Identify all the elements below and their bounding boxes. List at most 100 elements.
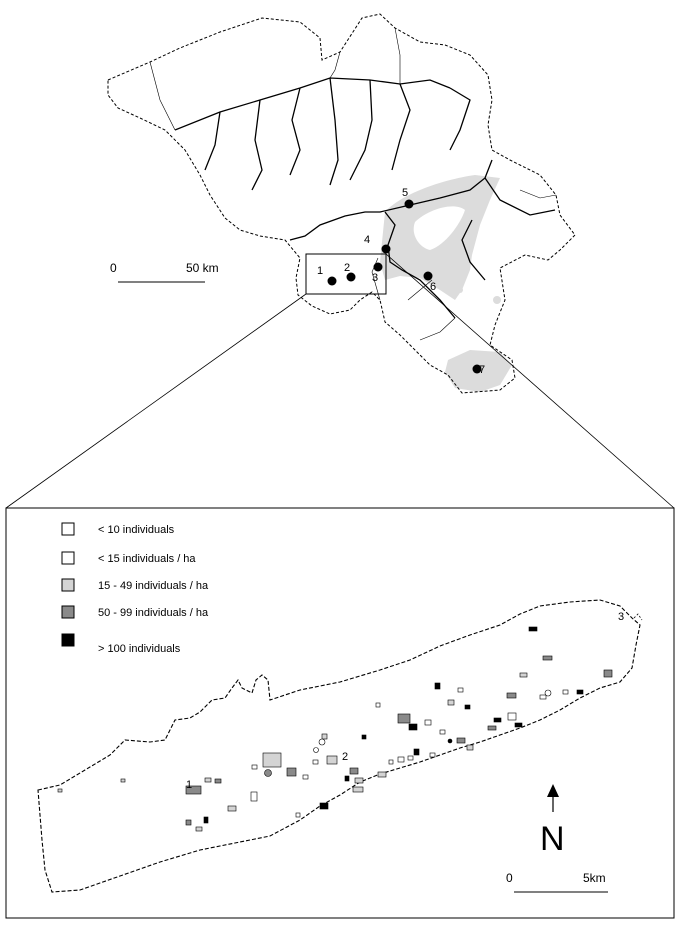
patch-black [203,816,209,824]
river-main [289,159,493,241]
patch-darkgrey [397,713,411,724]
north-arrow-head [547,784,559,797]
river-tributary [484,177,556,216]
legend-swatch-4 [61,605,75,619]
patch-white [539,694,547,700]
patch-darkgrey [542,655,553,661]
site-marker-6 [423,271,433,281]
site-label-4: 4 [364,234,370,246]
legend-swatch-2 [61,551,75,565]
patch-white [250,791,258,802]
patch-white [424,719,432,726]
site-label-1: 1 [317,265,323,277]
legend-swatch-1 [61,522,75,536]
patch-lightgrey [120,778,126,783]
legend: < 10 individuals < 15 individuals / ha 1… [61,522,209,655]
patch-white [562,689,569,695]
patch-lightgrey [262,752,282,768]
patch-black [464,704,471,710]
patch-lightgrey [447,699,455,706]
patch-white [295,812,301,818]
patch-darkgrey [185,819,192,826]
inset-frame [305,253,387,295]
connector-line [385,253,675,509]
overview-scale-start: 0 [110,261,117,275]
river-tributary [461,219,486,281]
detail-scale-bar: 0 5km [506,871,608,893]
patch-white [312,759,319,765]
legend-label-1: < 10 individuals [98,524,175,536]
overview-scale-bar: 0 50 km [110,261,219,283]
patch-white [313,747,319,753]
patch-black [514,722,523,728]
patch-lightgrey [519,672,528,678]
river-tributary [204,111,221,171]
patch-white [544,689,552,697]
patch-white [407,755,414,761]
patch-lightgrey [195,826,203,832]
site-label-7: 7 [479,364,485,376]
patch-black [413,748,420,756]
study-area-east-tip [633,613,643,621]
patch-darkgrey [286,767,297,777]
distribution-patch [457,287,463,293]
country-border [107,13,576,394]
patch-darkgrey [603,669,613,678]
legend-label-3: 15 - 49 individuals / ha [98,580,209,592]
site-marker-4 [381,244,391,254]
patch-lightgrey [326,755,338,765]
patch-darkgrey [349,767,359,775]
patch-white [429,752,436,758]
distribution-patch [493,296,501,304]
patch-black [408,723,418,731]
patch-lightgrey [57,788,63,793]
site-label-5: 5 [402,187,408,199]
legend-label-2: < 15 individuals / ha [98,553,196,565]
site-marker-7 [472,364,482,374]
patch-darkgrey [506,692,517,699]
legend-label-4: 50 - 99 individuals / ha [98,607,209,619]
river-tributary [449,87,471,151]
patch-white [375,702,381,708]
patch-white [388,759,394,765]
detail-scale-start: 0 [506,871,513,885]
patch-lightgrey [354,777,364,784]
river-tributary [251,99,263,191]
overview-sites: 1 2 3 4 5 6 7 [317,187,485,376]
detail-site-label-3: 3 [618,611,624,623]
patch-darkgrey [185,785,202,795]
legend-swatch-3 [61,578,75,592]
patch-lightgrey [466,744,474,751]
river-east [384,211,456,319]
study-area-outline [37,599,641,893]
river-north [174,77,451,131]
legend-swatch-5 [61,633,75,647]
site-marker-1 [327,276,337,286]
patch-white [457,687,464,693]
river-tributary [349,79,373,181]
patch-lightgrey [227,805,237,812]
patch-black [493,717,502,723]
river-tributary [329,77,339,186]
patch-darkgrey [264,769,272,777]
patch-black [319,802,329,810]
patch-black [434,682,441,690]
patch-lightgrey [204,777,212,783]
site-marker-3 [373,262,383,272]
patch-white [251,764,258,770]
detail-scale-end: 5km [583,871,606,885]
patch-black [344,775,350,782]
patch-black [528,626,538,632]
patch-lightgrey [321,733,328,740]
patch-white [318,738,326,746]
detail-site-label-1: 1 [186,779,192,791]
minor-rivers [149,27,557,341]
patch-black [361,734,367,740]
north-arrow: N [540,784,565,858]
site-label-2: 2 [344,262,350,274]
patch-darkgrey [214,778,222,784]
river-tributary [391,83,411,171]
patch-darkgrey [456,737,466,744]
patch-white [439,729,446,735]
